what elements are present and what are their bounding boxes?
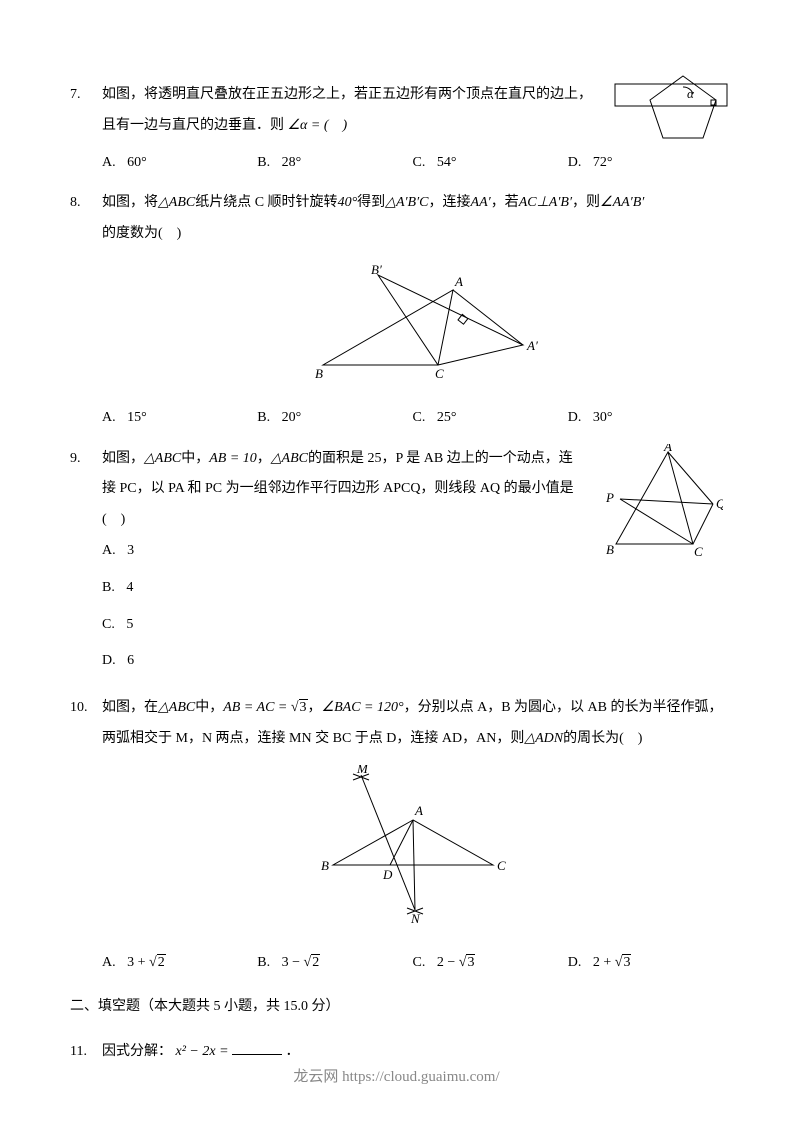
q10-opt-c[interactable]: C. 2 − 3 <box>413 948 568 979</box>
q11-number: 11. <box>70 1037 102 1068</box>
q10-opt-b[interactable]: B. 3 − 2 <box>257 948 412 979</box>
q9-opt-d[interactable]: D. 6 <box>102 646 593 677</box>
svg-text:B: B <box>315 366 323 380</box>
q7-opt-b[interactable]: B. 28° <box>257 148 412 179</box>
question-11: 11. 因式分解： x² − 2x = ． <box>70 1037 723 1068</box>
q10-number: 10. <box>70 693 102 978</box>
q9-opt-a[interactable]: A. 3 <box>102 536 593 567</box>
q9-figure: A P Q B C <box>598 444 723 577</box>
q10-opt-d[interactable]: D. 2 + 3 <box>568 948 723 979</box>
q7-opt-c[interactable]: C. 54° <box>413 148 568 179</box>
q9-number: 9. <box>70 444 102 684</box>
svg-text:A: A <box>663 444 672 454</box>
svg-text:M: M <box>356 765 369 776</box>
q10-line2: 两弧相交于 M，N 两点，连接 MN 交 BC 于点 D，连接 AD，AN，则△… <box>102 724 723 755</box>
svg-text:N: N <box>410 911 421 925</box>
q8-line1: 如图，将△ABC纸片绕点 C 顺时针旋转40°得到△A′B′C，连接AA′，若A… <box>102 188 723 219</box>
question-8: 8. 如图，将△ABC纸片绕点 C 顺时针旋转40°得到△A′B′C，连接AA′… <box>70 188 723 433</box>
q8-line2: 的度数为( ) <box>102 219 723 250</box>
arc-triangle-icon: M A B D C N <box>293 765 533 925</box>
q8-opt-b[interactable]: B. 20° <box>257 403 412 434</box>
q10-figure: M A B D C N <box>102 765 723 938</box>
svg-text:C: C <box>497 858 506 873</box>
parallelogram-icon: A P Q B C <box>598 444 723 564</box>
question-7: 7. 如图，将透明直尺叠放在正五边形之上，若正五边形有两个顶点在直尺的边上， 且… <box>70 80 723 178</box>
q7-opt-a[interactable]: A. 60° <box>102 148 257 179</box>
svg-text:B: B <box>606 542 614 557</box>
q11-expr: x² − 2x = <box>176 1044 233 1059</box>
q8-opt-d[interactable]: D. 30° <box>568 403 723 434</box>
svg-text:C: C <box>435 366 444 380</box>
q9-line2: 接 PC，以 PA 和 PC 为一组邻边作平行四边形 APCQ，则线段 AQ 的… <box>102 474 593 536</box>
question-10: 10. 如图，在△ABC中，AB = AC = 3，∠BAC = 120°，分别… <box>70 693 723 978</box>
q8-opt-a[interactable]: A. 15° <box>102 403 257 434</box>
q9-opt-b[interactable]: B. 4 <box>102 573 593 604</box>
svg-text:D: D <box>382 867 393 882</box>
svg-text:A: A <box>454 274 463 289</box>
section-2-title: 二、填空题（本大题共 5 小题，共 15.0 分） <box>70 992 723 1023</box>
q9-line1: 如图，△ABC中，AB = 10，△ABC的面积是 25，P 是 AB 边上的一… <box>102 444 593 475</box>
q11-body: 因式分解： x² − 2x = ． <box>102 1037 723 1068</box>
svg-text:A′: A′ <box>526 338 538 353</box>
svg-text:A: A <box>414 803 423 818</box>
q7-number: 7. <box>70 80 102 178</box>
q8-figure: B′ A A′ B C <box>102 260 723 393</box>
q8-opt-c[interactable]: C. 25° <box>413 403 568 434</box>
page-footer: 龙云网 https://cloud.guaimu.com/ <box>0 1065 793 1086</box>
svg-text:C: C <box>694 544 703 559</box>
q10-body: 如图，在△ABC中，AB = AC = 3，∠BAC = 120°，分别以点 A… <box>102 693 723 978</box>
q10-options: A. 3 + 2 B. 3 − 2 C. 2 − 3 D. 2 + 3 <box>102 948 723 979</box>
q8-number: 8. <box>70 188 102 433</box>
question-9: 9. 如图，△ABC中，AB = 10，△ABC的面积是 25，P 是 AB 边… <box>70 444 723 684</box>
triangle-rotation-icon: B′ A A′ B C <box>263 260 563 380</box>
svg-text:B: B <box>321 858 329 873</box>
q8-body: 如图，将△ABC纸片绕点 C 顺时针旋转40°得到△A′B′C，连接AA′，若A… <box>102 188 723 433</box>
q7-figure: α <box>613 72 733 170</box>
q7-expr: ∠α = ( ) <box>288 118 348 133</box>
q10-line1: 如图，在△ABC中，AB = AC = 3，∠BAC = 120°，分别以点 A… <box>102 693 723 724</box>
q9-options: A. 3 B. 4 C. 5 D. 6 <box>102 536 593 677</box>
q9-opt-c[interactable]: C. 5 <box>102 610 593 641</box>
q8-options: A. 15° B. 20° C. 25° D. 30° <box>102 403 723 434</box>
svg-text:B′: B′ <box>371 262 382 277</box>
q11-blank[interactable] <box>232 1041 282 1055</box>
svg-text:Q: Q <box>716 496 723 511</box>
pentagon-ruler-icon: α <box>613 72 733 157</box>
svg-text:P: P <box>605 490 614 505</box>
q10-opt-a[interactable]: A. 3 + 2 <box>102 948 257 979</box>
